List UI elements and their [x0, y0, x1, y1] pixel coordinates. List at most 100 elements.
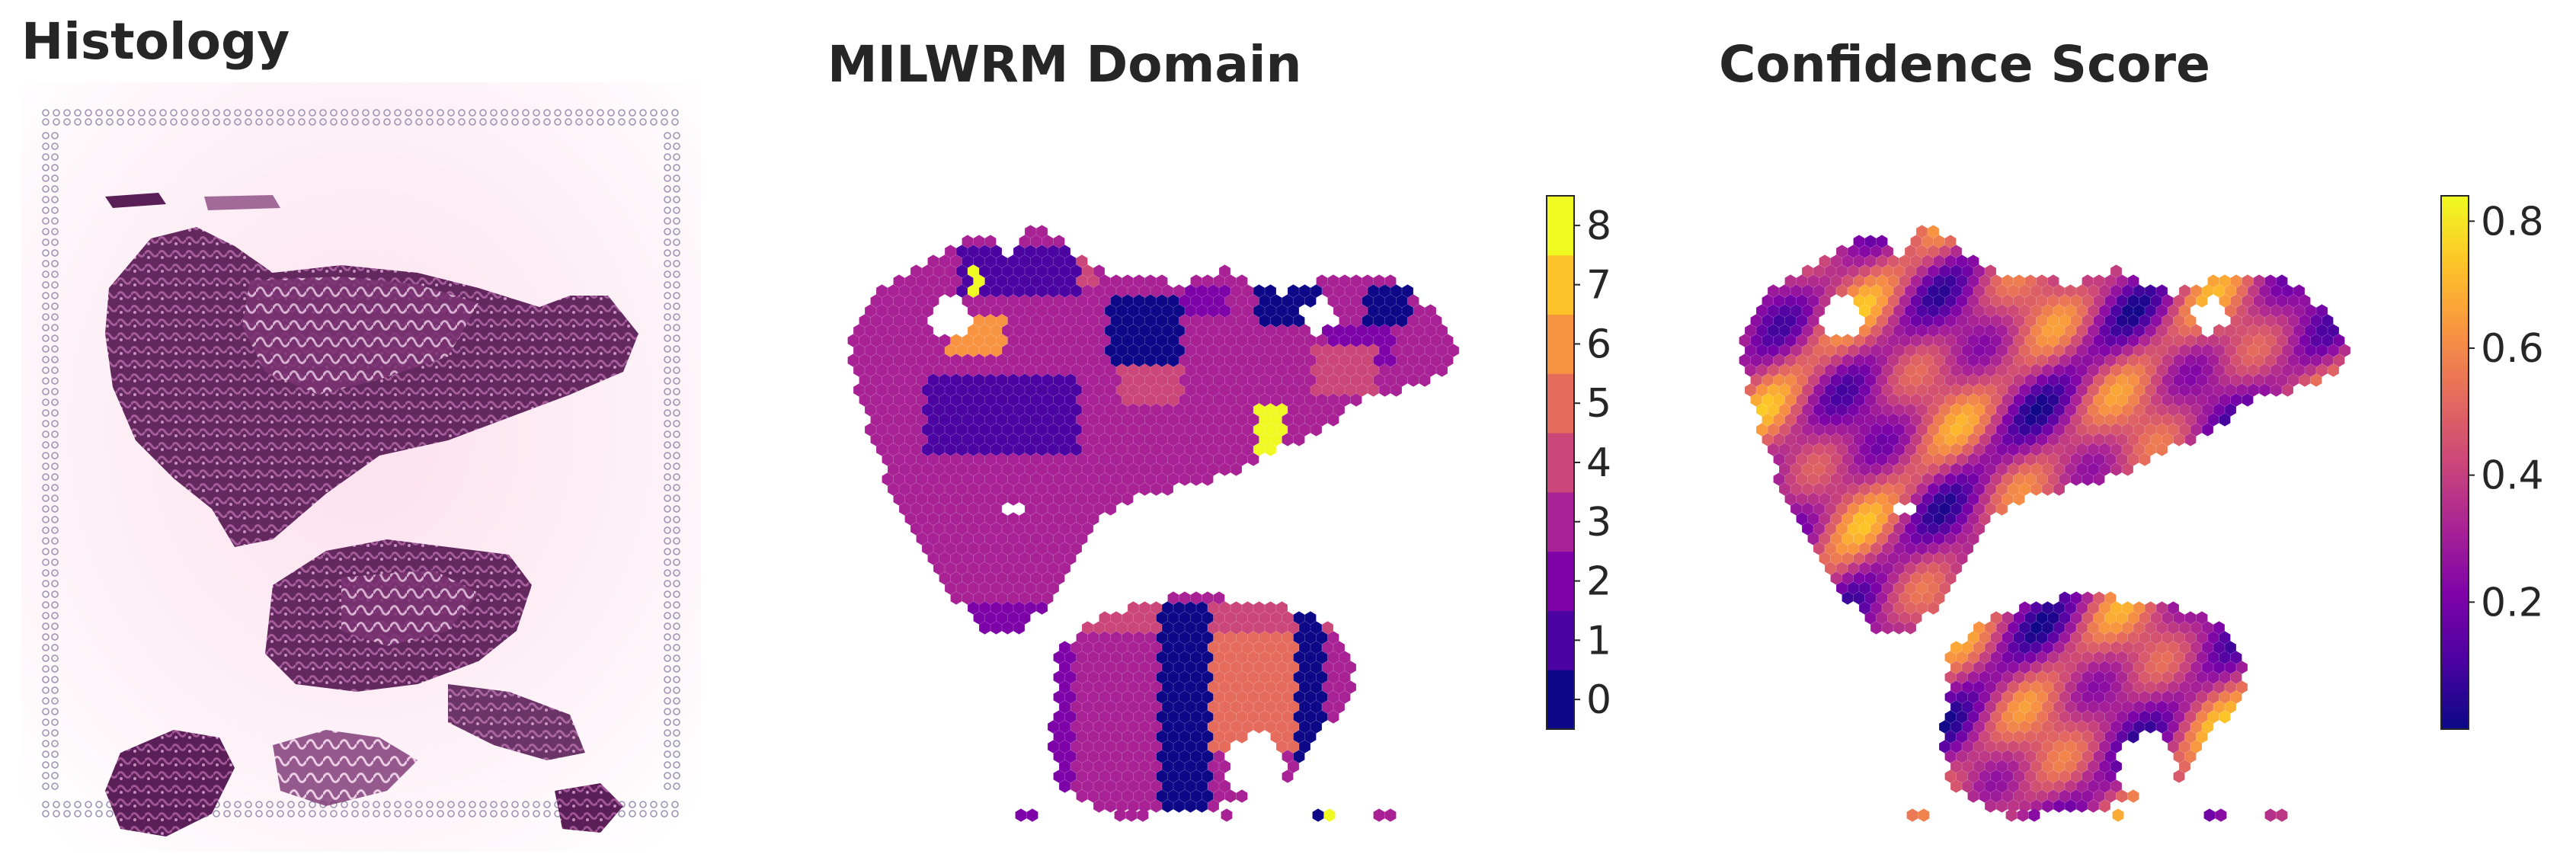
domain-spot: [1253, 284, 1265, 298]
domain-spot: [1048, 443, 1059, 456]
domain-spot: [1419, 334, 1431, 347]
confidence-spot: [2139, 690, 2151, 704]
confidence-spot: [2099, 403, 2110, 417]
confidence-spot: [2036, 334, 2048, 347]
domain-spot: [1179, 631, 1191, 645]
domain-spot: [1259, 354, 1271, 367]
domain-spot: [939, 472, 951, 486]
confidence-spot: [2184, 730, 2197, 744]
domain-spot: [1282, 710, 1294, 724]
confidence-spot: [1899, 571, 1911, 585]
confidence-spot: [2076, 641, 2088, 654]
confidence-spot: [1950, 423, 1962, 437]
confidence-spot: [1918, 808, 1930, 822]
confidence-spot: [2024, 710, 2037, 724]
confidence-spot: [1807, 492, 1819, 506]
domain-spot: [1139, 304, 1150, 318]
domain-spot: [1208, 324, 1219, 338]
confidence-spot: [1773, 453, 1785, 466]
domain-spot: [927, 532, 939, 545]
confidence-spot: [1848, 284, 1859, 298]
domain-spot: [1042, 552, 1054, 565]
confidence-spot: [2082, 789, 2094, 803]
fiducial-spot: [42, 142, 50, 150]
domain-spot: [1144, 393, 1157, 407]
domain-spot: [1242, 383, 1253, 397]
confidence-spot: [1819, 492, 1831, 506]
confidence-spot: [2070, 373, 2082, 387]
confidence-spot: [1773, 334, 1785, 347]
confidence-spot: [1979, 651, 1991, 664]
domain-spot: [1105, 779, 1116, 793]
confidence-spot: [2065, 324, 2076, 338]
confidence-spot: [1950, 760, 1962, 773]
confidence-spot: [2042, 304, 2053, 318]
domain-spot: [1196, 779, 1208, 793]
confidence-spot: [2145, 284, 2156, 298]
domain-spot: [1224, 789, 1237, 803]
domain-spot: [984, 393, 997, 407]
domain-spot: [1253, 324, 1265, 338]
confidence-spot: [2053, 641, 2065, 654]
domain-spot: [1265, 324, 1276, 338]
fiducial-spot: [511, 801, 519, 808]
confidence-spot: [2070, 393, 2082, 407]
confidence-spot: [2036, 670, 2048, 684]
fiducial-spot: [330, 810, 338, 817]
fiducial-spot: [170, 118, 178, 126]
domain-spot: [1219, 462, 1230, 476]
confidence-spot: [1762, 334, 1774, 347]
fiducial-spot: [522, 109, 530, 117]
domain-spot: [1173, 601, 1185, 615]
confidence-spot: [2028, 808, 2040, 822]
confidence-spot: [2168, 641, 2179, 654]
colorbar-gradient-step: [2441, 584, 2469, 589]
confidence-spot: [2122, 601, 2133, 615]
confidence-spot: [1967, 789, 1979, 803]
domain-spot: [1019, 235, 1031, 248]
confidence-spot: [1996, 443, 2008, 456]
domain-spot: [1093, 324, 1105, 338]
fiducial-spot: [42, 228, 50, 235]
confidence-spot: [1864, 591, 1877, 605]
confidence-spot: [2173, 294, 2185, 308]
fiducial-spot: [51, 665, 59, 673]
confidence-spot: [1819, 373, 1831, 387]
domain-spot: [1390, 284, 1402, 298]
domain-spot: [950, 552, 962, 565]
domain-spot: [1150, 601, 1162, 615]
domain-spot: [1322, 383, 1333, 397]
confidence-spot: [1762, 373, 1774, 387]
domain-spot: [1013, 344, 1025, 357]
confidence-spot: [2042, 680, 2053, 694]
confidence-spot: [2099, 641, 2110, 654]
domain-spot: [1339, 274, 1351, 288]
domain-spot: [1099, 393, 1111, 407]
domain-spot: [1224, 670, 1237, 684]
fiducial-spot: [266, 810, 274, 817]
confidence-spot: [2133, 284, 2145, 298]
confidence-spot: [2116, 354, 2128, 367]
confidence-spot: [1967, 453, 1979, 466]
fiducial-spot: [501, 109, 508, 117]
domain-spot: [1173, 403, 1185, 417]
domain-spot: [1082, 363, 1093, 377]
confidence-spot: [2127, 294, 2139, 308]
confidence-spot: [2156, 363, 2168, 377]
fiducial-spot: [42, 558, 50, 566]
domain-spot: [990, 443, 1002, 456]
domain-spot: [1093, 700, 1105, 714]
domain-spot: [1208, 740, 1219, 753]
fiducial-spot: [42, 430, 50, 438]
domain-spot: [1236, 354, 1248, 367]
domain-spot: [1007, 591, 1019, 605]
domain-spot: [1167, 294, 1179, 308]
domain-spot: [1362, 274, 1374, 288]
domain-spot: [1407, 314, 1419, 328]
confidence-spot: [1944, 354, 1957, 367]
fiducial-spot: [673, 441, 680, 449]
confidence-spot: [2299, 314, 2311, 328]
fiducial-spot: [673, 217, 680, 225]
domain-spot: [1076, 710, 1088, 724]
domain-spot: [1379, 284, 1390, 298]
